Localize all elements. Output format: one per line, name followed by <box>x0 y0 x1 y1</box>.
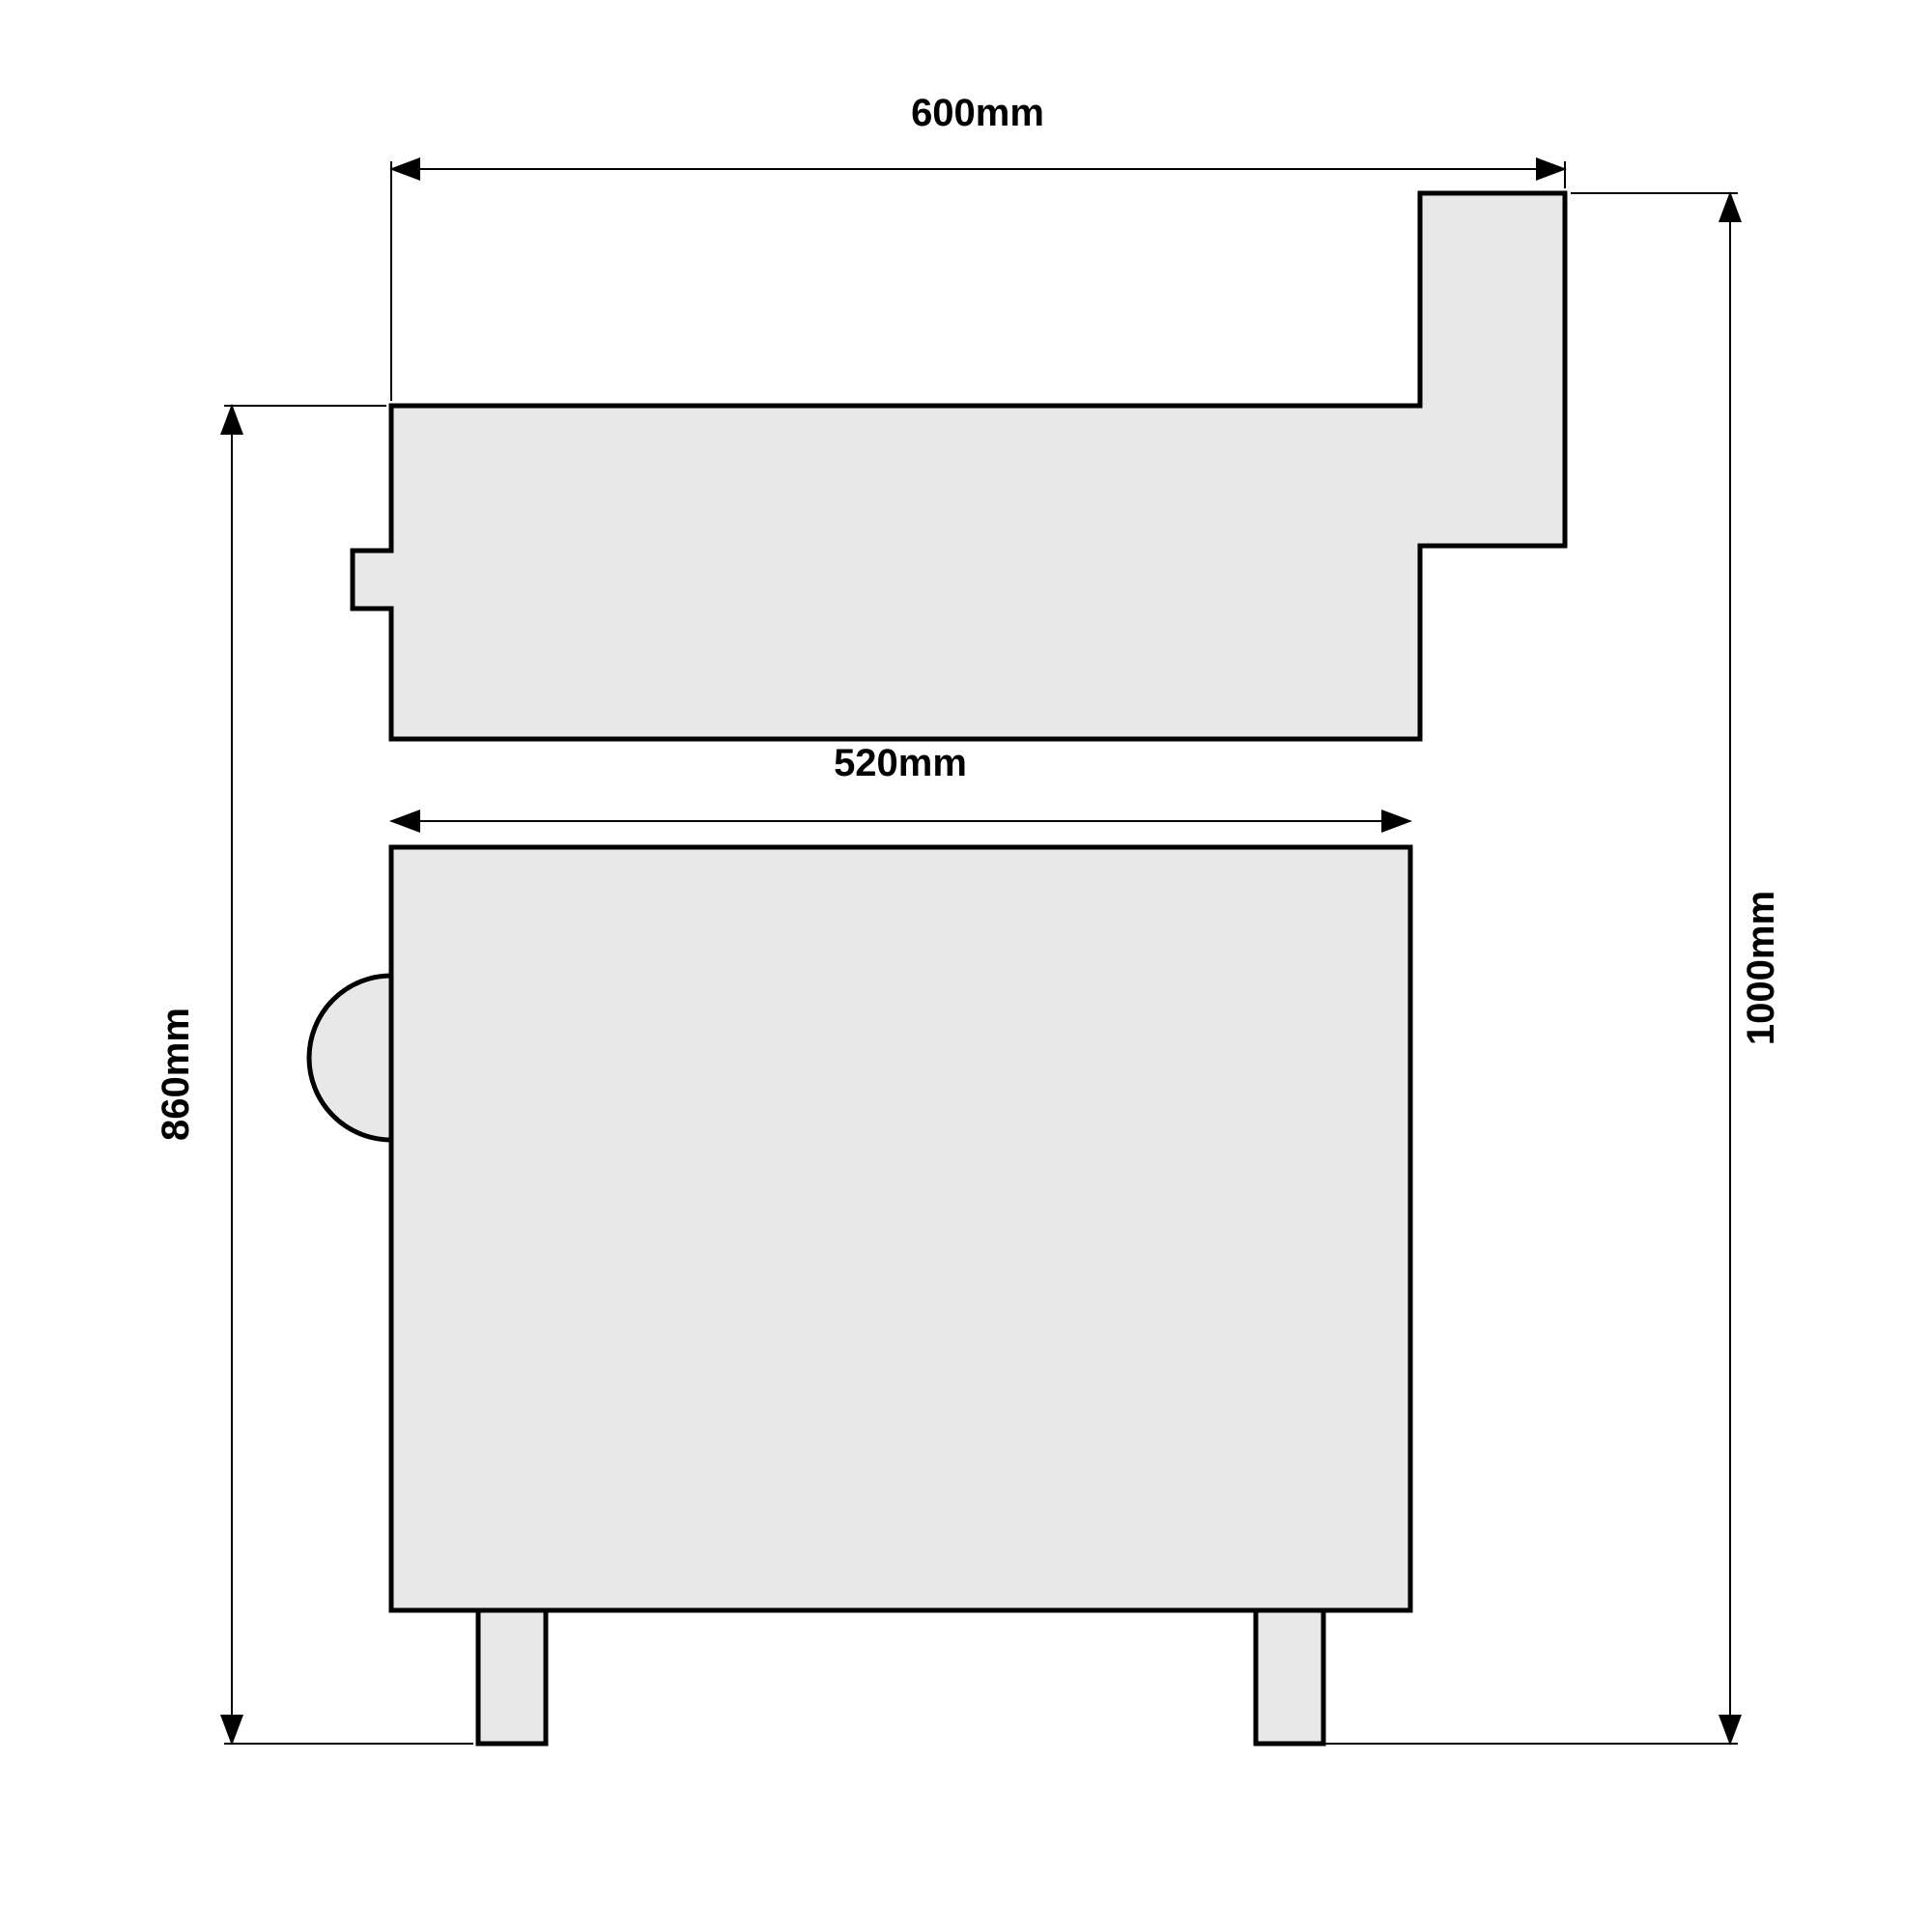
upper-unit-profile <box>353 193 1565 739</box>
cabinet-handle <box>309 976 391 1140</box>
cabinet-leg-left <box>478 1610 546 1744</box>
dim-label-right-height: 1000mm <box>1740 891 1782 1045</box>
technical-drawing: 600mm 520mm 860mm 1000mm <box>0 0 1932 1932</box>
cabinet-leg-right <box>1256 1610 1323 1744</box>
dim-label-middle-width: 520mm <box>834 742 967 784</box>
dim-label-top-width: 600mm <box>911 92 1044 134</box>
dim-label-left-height: 860mm <box>155 1008 197 1141</box>
cabinet-body <box>391 847 1410 1610</box>
